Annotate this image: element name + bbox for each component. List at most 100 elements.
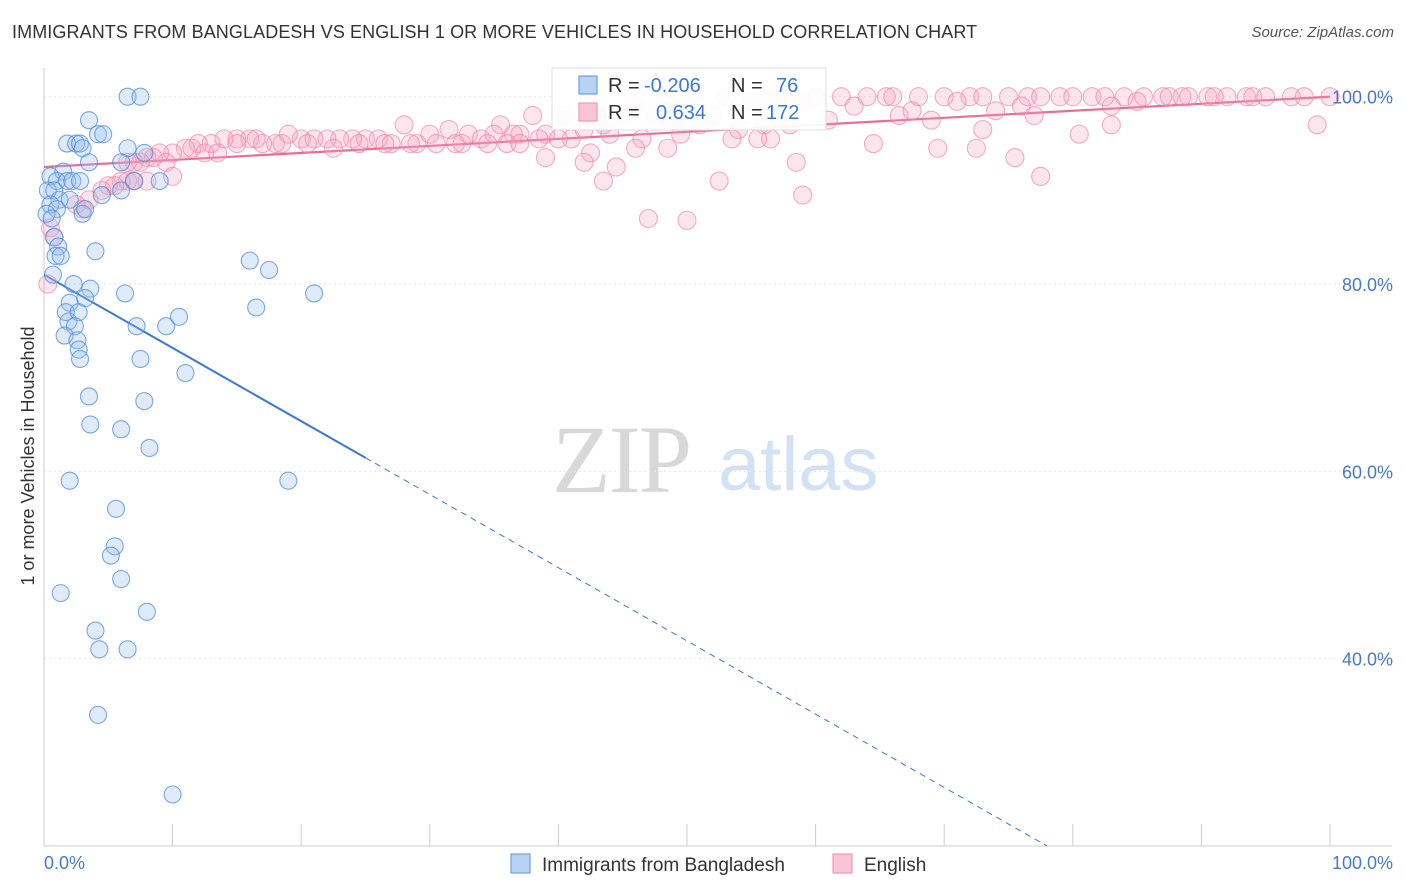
point-bangladesh <box>86 621 105 640</box>
point-english <box>381 134 401 154</box>
tick-labels: 40.0% 60.0% 80.0% 100.0% 0.0% 100.0% <box>44 88 1393 873</box>
point-english <box>137 171 157 191</box>
point-english <box>529 129 549 149</box>
point-english <box>1159 87 1179 107</box>
point-english <box>439 119 459 140</box>
point-bangladesh <box>64 274 83 294</box>
point-english <box>626 138 646 158</box>
bottom-legend-label-blue: Immigrants from Bangladesh <box>542 855 785 876</box>
point-english <box>1031 166 1051 186</box>
point-english <box>580 143 601 163</box>
y-tick-label: 80.0% <box>1342 275 1393 295</box>
point-bangladesh <box>45 181 64 200</box>
point-english <box>92 180 112 200</box>
point-english <box>1069 124 1089 144</box>
point-english <box>889 105 909 126</box>
point-english <box>857 87 877 107</box>
point-english <box>510 134 530 154</box>
point-english <box>902 101 922 121</box>
point-english <box>844 96 864 116</box>
point-bangladesh <box>81 279 100 298</box>
watermark-atlas: atlas <box>718 422 879 507</box>
trend-line-bangladesh-extrapolated <box>365 457 1048 847</box>
point-english <box>1063 87 1083 107</box>
point-bangladesh <box>94 125 113 144</box>
point-english <box>349 134 369 154</box>
point-bangladesh <box>69 340 88 359</box>
point-english <box>426 134 446 154</box>
point-english <box>1024 105 1044 126</box>
point-bangladesh <box>137 602 156 621</box>
bottom-legend-swatch-pink <box>832 853 853 874</box>
point-bangladesh <box>70 134 90 153</box>
point-english <box>1005 148 1025 168</box>
point-english <box>1307 115 1327 135</box>
legend-r-label-2: R = <box>608 102 640 124</box>
point-bangladesh <box>90 640 109 659</box>
point-bangladesh <box>73 204 92 223</box>
point-english <box>535 148 556 168</box>
point-english <box>175 138 196 158</box>
point-english <box>298 134 318 154</box>
point-bangladesh <box>46 246 65 266</box>
point-english <box>638 208 658 229</box>
point-english <box>118 171 138 191</box>
point-english <box>722 129 742 149</box>
point-english <box>246 129 266 149</box>
point-english <box>1294 87 1314 107</box>
point-bangladesh <box>81 415 100 434</box>
point-english <box>548 129 568 149</box>
point-english <box>1101 115 1121 135</box>
point-english <box>227 134 247 154</box>
point-bangladesh <box>45 228 64 247</box>
trend-line-bangladesh <box>43 273 366 459</box>
y-tick-label: 40.0% <box>1342 650 1393 670</box>
y-tick-label: 60.0% <box>1342 462 1393 482</box>
point-bangladesh <box>135 143 154 162</box>
chart-title: IMMIGRANTS FROM BANGLADESH VS ENGLISH 1 … <box>12 22 978 42</box>
point-bangladesh <box>79 111 99 130</box>
point-bangladesh <box>279 471 298 490</box>
point-bangladesh <box>86 242 105 261</box>
point-english <box>1236 87 1256 107</box>
point-english <box>182 138 202 158</box>
series-legend: Immigrants from Bangladesh English <box>510 853 926 876</box>
point-bangladesh <box>42 209 61 228</box>
point-english <box>998 87 1019 107</box>
legend-swatch-blue <box>578 75 598 95</box>
point-english <box>484 124 504 144</box>
point-english <box>883 87 903 107</box>
legend-n-label-2: N = <box>731 102 763 124</box>
legend-n-label-1: N = <box>731 75 763 97</box>
point-english <box>156 152 176 172</box>
point-english <box>1204 87 1224 107</box>
point-bangladesh <box>150 171 169 191</box>
point-bangladesh <box>47 200 66 219</box>
point-bangladesh <box>112 420 131 439</box>
legend-r-label-1: R = <box>608 75 640 97</box>
point-bangladesh <box>112 570 131 589</box>
point-english <box>1153 87 1173 107</box>
point-bangladesh <box>41 195 60 214</box>
trend-lines <box>43 95 1331 847</box>
point-bangladesh <box>131 349 150 369</box>
point-english <box>1095 87 1115 107</box>
point-bangladesh <box>88 125 108 144</box>
point-bangladesh <box>63 171 82 191</box>
point-bangladesh <box>259 260 279 280</box>
correlation-legend: R = -0.206 N = 76 R = 0.634 N = 172 <box>551 67 827 131</box>
point-english <box>1320 87 1340 107</box>
point-bangladesh <box>112 153 131 172</box>
point-english <box>143 148 163 168</box>
point-bangladesh <box>88 705 108 724</box>
point-bangladesh <box>163 785 182 804</box>
point-bangladesh <box>43 265 63 284</box>
y-axis-title: 1 or more Vehicles in Household <box>18 326 38 585</box>
point-bangladesh <box>92 186 111 205</box>
point-english <box>748 129 768 149</box>
point-english <box>786 152 806 172</box>
point-bangladesh <box>127 317 146 336</box>
point-english <box>606 157 626 177</box>
point-english <box>278 124 298 144</box>
